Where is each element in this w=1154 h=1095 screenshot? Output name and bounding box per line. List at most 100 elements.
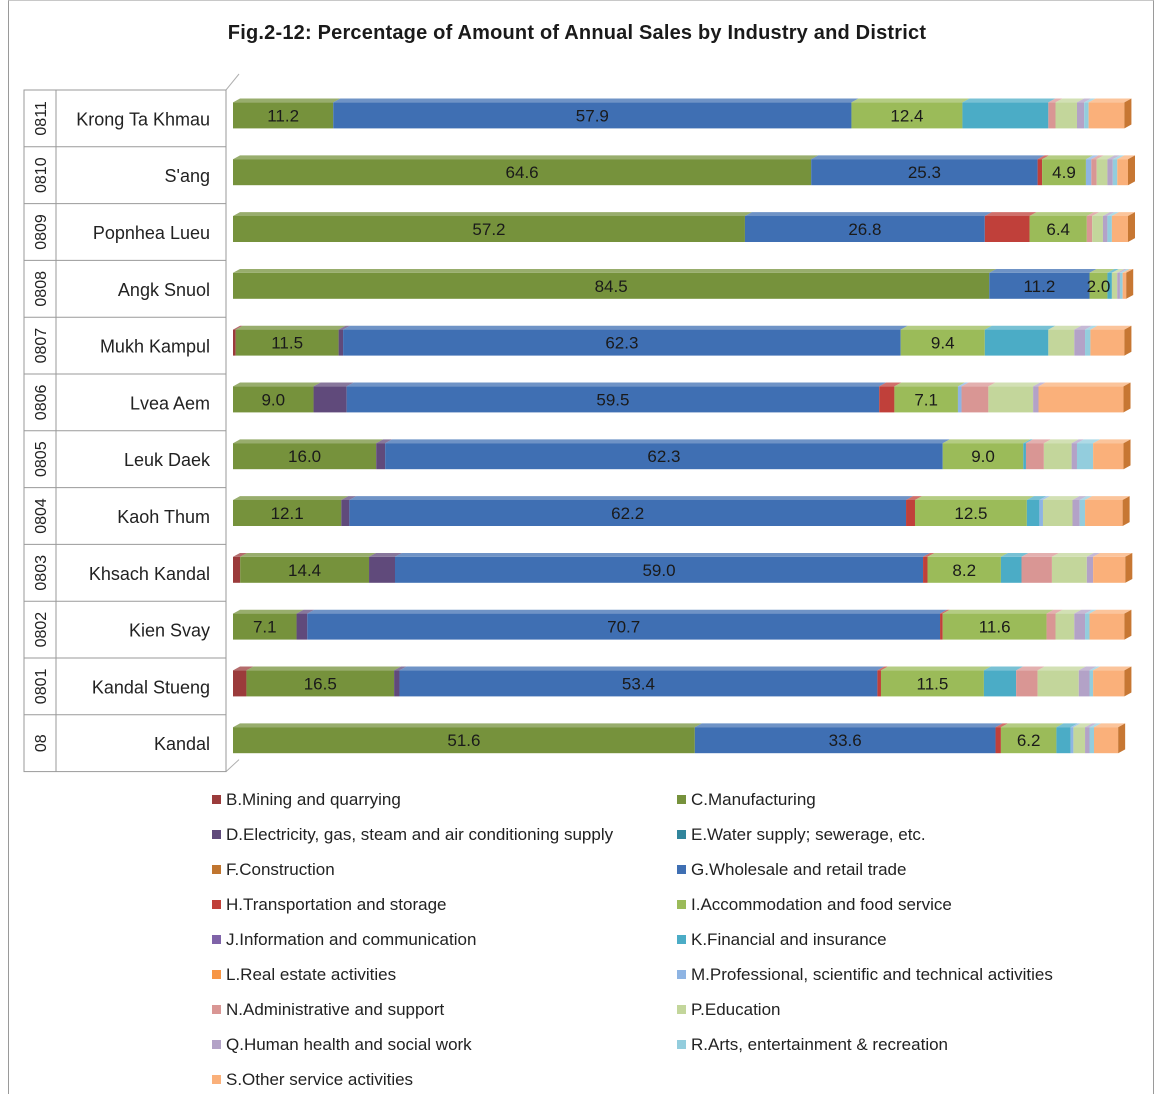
bar-segment-top xyxy=(1072,496,1087,500)
bar-segment-top xyxy=(1111,212,1135,216)
bar-segment-top xyxy=(962,98,1056,103)
bar-segment-top xyxy=(1085,496,1130,500)
legend-item: H.Transportation and storage xyxy=(212,895,447,915)
bar-segment-top xyxy=(233,666,254,671)
bar-segment-top xyxy=(877,666,888,671)
category-label: Kandal xyxy=(154,734,210,754)
bar-segment-top xyxy=(233,98,341,103)
bar-segment xyxy=(343,329,901,356)
bar-segment-top xyxy=(927,552,1008,557)
bar-segment xyxy=(246,670,395,697)
data-label: 11.5 xyxy=(917,674,949,693)
legend-item: N.Administrative and support xyxy=(212,1000,444,1020)
bar-segment xyxy=(1056,727,1071,754)
bar-segment-top xyxy=(900,325,992,330)
bar-segment xyxy=(877,670,881,697)
bar-segment xyxy=(1000,556,1022,583)
bar-segment-top xyxy=(942,609,1054,614)
legend-item: I.Accommodation and food service xyxy=(677,895,952,915)
bar-segment xyxy=(1089,613,1125,640)
bar-segment-top xyxy=(1056,723,1078,728)
bar-segment-top xyxy=(1092,212,1110,216)
bar-segment xyxy=(1078,670,1090,697)
category-label: Kien Svay xyxy=(129,621,210,641)
data-label: 9.4 xyxy=(931,334,955,353)
legend-swatch xyxy=(212,830,221,839)
bar-segment-top xyxy=(233,609,304,614)
legend-label: D.Electricity, gas, steam and air condit… xyxy=(226,825,614,844)
bar-segment-top xyxy=(1107,212,1119,216)
legend-label: P.Education xyxy=(691,1000,781,1019)
data-label: 62.3 xyxy=(605,334,638,353)
bar-segment xyxy=(1048,329,1075,356)
legend-swatch xyxy=(677,1005,686,1014)
bar-segment-top xyxy=(923,552,935,557)
bar-segment xyxy=(1090,329,1125,356)
legend-item: J.Information and communication xyxy=(212,930,476,950)
bar-segment xyxy=(333,102,852,129)
data-label: 62.3 xyxy=(647,447,680,466)
legend-label: F.Construction xyxy=(226,860,335,879)
category-code: 0805 xyxy=(33,441,50,477)
bar-segment-top xyxy=(880,666,991,671)
bar-segment xyxy=(1038,386,1124,413)
legend-swatch xyxy=(212,1040,221,1049)
bar-segment-top xyxy=(1037,666,1086,671)
data-label: 6.4 xyxy=(1046,220,1070,239)
bar-segment xyxy=(1055,102,1077,129)
data-label: 16.0 xyxy=(288,447,321,466)
bar-segment xyxy=(1093,670,1125,697)
data-label: 33.6 xyxy=(829,731,862,750)
legend-label: L.Real estate activities xyxy=(226,965,397,984)
bar-segment-top xyxy=(1042,496,1080,500)
bar-segment-top xyxy=(914,496,1034,500)
bar-segment xyxy=(1085,329,1091,356)
bar-segment xyxy=(1112,159,1118,186)
bar-end-face xyxy=(1128,155,1135,186)
legend-item: R.Arts, entertainment & recreation xyxy=(677,1035,948,1055)
bar-segment-top xyxy=(233,382,321,387)
bar-segment-top xyxy=(1076,98,1092,103)
category-code: 0810 xyxy=(33,157,50,193)
category-label: Mukh Kampul xyxy=(100,337,210,357)
bar-segment-top xyxy=(1086,212,1100,216)
bar-segment-top xyxy=(1029,212,1094,216)
bar-segment xyxy=(940,613,943,640)
bar-segment-top xyxy=(1096,155,1115,160)
data-label: 62.2 xyxy=(611,504,644,523)
bar-segment xyxy=(1102,216,1108,242)
bar-segment xyxy=(1076,102,1085,129)
bar-segment xyxy=(313,386,347,413)
bar-end-face xyxy=(1123,382,1131,413)
bar-segment xyxy=(1088,102,1125,129)
bar-segment xyxy=(1029,216,1087,242)
legend-label: N.Administrative and support xyxy=(226,1000,445,1019)
bar-segment-top xyxy=(989,268,1097,273)
legend-swatch xyxy=(677,900,686,909)
legend-label: B.Mining and quarrying xyxy=(226,790,401,809)
legend-label: C.Manufacturing xyxy=(691,790,816,809)
bar-segment-top xyxy=(1000,552,1029,557)
bar-segment-top xyxy=(1078,666,1097,671)
bar-segment-top xyxy=(983,666,1024,671)
bar-segment-top xyxy=(1048,98,1063,103)
category-code: 0808 xyxy=(33,271,50,307)
bar-segment-top xyxy=(1037,155,1050,160)
data-label: 9.0 xyxy=(971,447,995,466)
bar-end-face xyxy=(1123,439,1131,470)
bar-segment xyxy=(906,500,915,526)
data-label: 14.4 xyxy=(288,561,321,580)
bar-segment xyxy=(338,329,344,356)
bar-end-face xyxy=(1118,723,1126,754)
category-code: 0803 xyxy=(33,555,50,591)
bar-segment-top xyxy=(1117,268,1127,273)
legend-swatch xyxy=(677,865,686,874)
bar-segment xyxy=(399,670,878,697)
bar-segment xyxy=(1037,159,1043,186)
bar-segment xyxy=(1037,670,1079,697)
bar-segment-top xyxy=(233,268,997,273)
data-label: 70.7 xyxy=(607,618,640,637)
legend-swatch xyxy=(212,865,221,874)
data-label: 2.0 xyxy=(1087,277,1111,296)
